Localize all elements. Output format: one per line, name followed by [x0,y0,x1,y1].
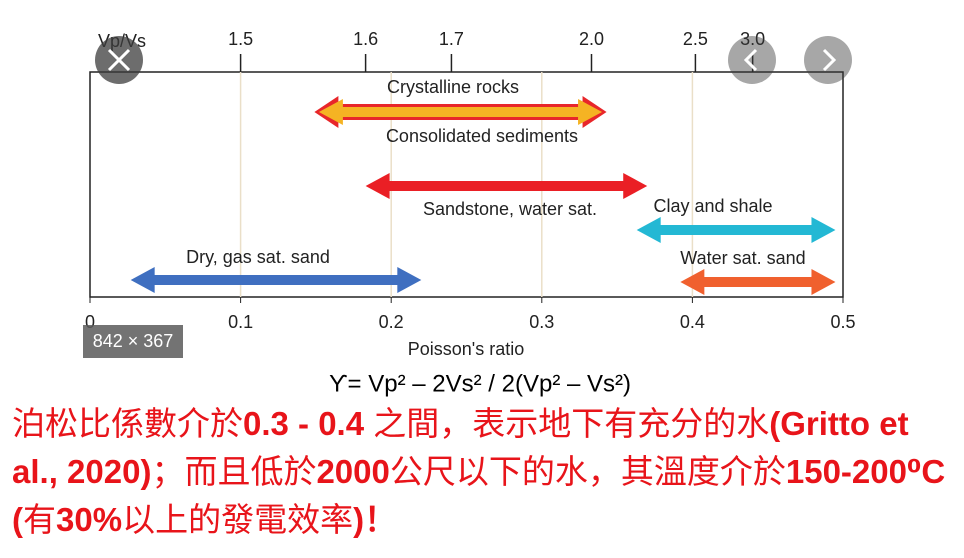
close-button[interactable] [95,36,143,84]
range-label: Clay and shale [653,196,772,216]
range-label: Consolidated sediments [386,126,578,146]
note-segment: 泊松比係數介於 [12,405,243,442]
x2-tick-label: 1.7 [439,29,464,49]
note-segment: 2000 [316,453,390,490]
x-tick-label: 0.4 [680,312,705,332]
range-arrow [130,267,422,293]
note: 泊松比係數介於0.3 - 0.4 之間，表示地下有充分的水(Gritto et … [12,400,957,544]
x-tick-label: 0.3 [529,312,554,332]
x2-tick-label: 1.6 [353,29,378,49]
range-arrow [318,99,603,125]
x-axis-label: Poisson's ratio [408,339,525,359]
note-segment: 公尺以下的水，其溫度介於 [389,453,786,490]
size-badge-text: 842 × 367 [93,331,174,351]
x-tick-label: 0 [85,312,95,332]
x-tick-label: 0.5 [830,312,855,332]
range-label: Dry, gas sat. sand [186,247,330,267]
x-tick-label: 0.2 [379,312,404,332]
note-segment: 以上的發電效率 [122,501,354,538]
note-segment: 0.3 - 0.4 [243,405,365,442]
note-segment: (Gritto et al., 2020) [12,405,909,490]
x2-tick-label: 2.0 [579,29,604,49]
note-segment: ；而且低於 [151,453,317,490]
range-label: Water sat. sand [680,248,805,268]
x-tick-label: 0.1 [228,312,253,332]
next-button[interactable] [804,36,852,84]
range-label: Sandstone, water sat. [423,199,597,219]
note-segment: )！ [353,501,398,538]
chart: Vp/Vs Poisson's ratio ϒ= Vp² – 2Vs² / 2(… [83,29,856,397]
plot-frame [89,71,844,298]
range-label: Crystalline rocks [387,77,519,97]
viewer-overlay: 842 × 367 [83,36,852,358]
range-arrow [636,217,836,243]
note-segment: 150-200⁰C ( [12,453,946,538]
range-arrow [365,173,648,199]
x2-tick-label: 2.5 [683,29,708,49]
note-segment: 之間，表示地下有充分的水 [364,405,770,442]
note-segment: 有 [23,501,56,538]
x2-tick-label: 3.0 [740,29,765,49]
note-segment: 30% [56,501,123,538]
x2-tick-label: 1.5 [228,29,253,49]
prev-button[interactable] [728,36,776,84]
size-badge [83,325,183,358]
range-arrow [680,269,836,295]
equation: ϒ= Vp² – 2Vs² / 2(Vp² – Vs²) [329,370,631,397]
